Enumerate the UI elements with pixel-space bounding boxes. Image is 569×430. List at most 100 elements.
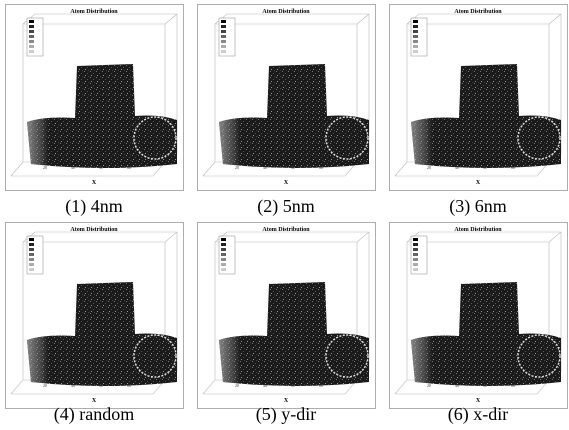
caption: (1) 4nm bbox=[65, 196, 123, 217]
x-tick-label: 80 bbox=[127, 165, 131, 170]
x-axis-label: X bbox=[476, 398, 481, 404]
atom-shade bbox=[411, 335, 461, 384]
legend-swatch bbox=[413, 268, 418, 271]
panel-title: Atom Distribution bbox=[262, 227, 310, 233]
x-tick-label: 40 bbox=[455, 383, 459, 388]
legend-swatch bbox=[221, 253, 226, 256]
highlight-circle bbox=[517, 334, 561, 378]
legend-swatch bbox=[29, 243, 34, 246]
x-tick-label: 20 bbox=[235, 165, 239, 170]
legend-swatch bbox=[413, 45, 418, 48]
panel-title: Atom Distribution bbox=[262, 9, 310, 15]
legend-swatch bbox=[29, 30, 34, 33]
panel: Atom Distribution 20 40 60 80 X bbox=[5, 4, 184, 191]
x-axis-label: X bbox=[284, 398, 289, 404]
x-tick-label: 60 bbox=[291, 383, 295, 388]
panel-title: Atom Distribution bbox=[454, 9, 502, 15]
atom-shade bbox=[219, 117, 269, 166]
highlight-circle bbox=[325, 334, 369, 378]
legend-swatch bbox=[413, 25, 418, 28]
x-tick-label: 40 bbox=[263, 165, 267, 170]
atom-shade bbox=[27, 335, 77, 384]
legend-swatch bbox=[29, 50, 34, 53]
x-tick-label: 80 bbox=[127, 383, 131, 388]
legend-swatch bbox=[413, 238, 418, 241]
legend-swatch bbox=[413, 30, 418, 33]
x-tick-label: 40 bbox=[71, 383, 75, 388]
x-tick-label: 20 bbox=[235, 383, 239, 388]
atom-shade bbox=[219, 335, 269, 384]
x-axis-label: X bbox=[284, 180, 289, 186]
x-tick-label: 40 bbox=[263, 383, 267, 388]
highlight-circle bbox=[133, 334, 177, 378]
x-tick-label: 20 bbox=[427, 383, 431, 388]
panel: Atom Distribution 20 40 60 80 X bbox=[5, 222, 184, 409]
caption: (6) x-dir bbox=[448, 404, 508, 425]
legend-swatch bbox=[413, 243, 418, 246]
legend-swatch bbox=[221, 248, 226, 251]
legend-swatch bbox=[29, 20, 34, 23]
caption: (4) random bbox=[54, 404, 134, 425]
legend-swatch bbox=[29, 25, 34, 28]
legend-swatch bbox=[413, 40, 418, 43]
x-tick-label: 60 bbox=[99, 165, 103, 170]
legend-swatch bbox=[29, 238, 34, 241]
legend-swatch bbox=[413, 248, 418, 251]
legend-swatch bbox=[413, 20, 418, 23]
legend-swatch bbox=[221, 45, 226, 48]
panel-title: Atom Distribution bbox=[70, 9, 118, 15]
x-tick-label: 40 bbox=[71, 165, 75, 170]
legend-swatch bbox=[221, 20, 226, 23]
legend-swatch bbox=[29, 253, 34, 256]
panel: Atom Distribution 20 40 60 80 X bbox=[197, 222, 376, 409]
caption: (3) 6nm bbox=[449, 196, 507, 217]
legend-swatch bbox=[413, 253, 418, 256]
x-tick-label: 80 bbox=[319, 165, 323, 170]
x-tick-label: 40 bbox=[455, 165, 459, 170]
x-tick-label: 80 bbox=[319, 383, 323, 388]
x-tick-label: 60 bbox=[291, 165, 295, 170]
legend-swatch bbox=[221, 243, 226, 246]
legend-swatch bbox=[221, 25, 226, 28]
legend-swatch bbox=[29, 40, 34, 43]
x-tick-label: 60 bbox=[483, 383, 487, 388]
x-tick-label: 20 bbox=[43, 165, 47, 170]
legend-swatch bbox=[221, 238, 226, 241]
x-axis-label: X bbox=[92, 180, 97, 186]
caption: (2) 5nm bbox=[257, 196, 315, 217]
x-tick-label: 60 bbox=[99, 383, 103, 388]
x-tick-label: 20 bbox=[43, 383, 47, 388]
legend-swatch bbox=[29, 263, 34, 266]
panel: Atom Distribution 20 40 60 80 X bbox=[197, 4, 376, 191]
x-tick-label: 20 bbox=[427, 165, 431, 170]
x-axis-label: X bbox=[92, 398, 97, 404]
atom-shade bbox=[27, 117, 77, 166]
caption: (5) y-dir bbox=[256, 404, 316, 425]
highlight-circle bbox=[517, 116, 561, 160]
legend-swatch bbox=[413, 263, 418, 266]
panel-title: Atom Distribution bbox=[70, 227, 118, 233]
legend-swatch bbox=[413, 35, 418, 38]
panel-title: Atom Distribution bbox=[454, 227, 502, 233]
x-tick-label: 60 bbox=[483, 165, 487, 170]
legend-swatch bbox=[29, 45, 34, 48]
x-axis-label: X bbox=[476, 180, 481, 186]
panel: Atom Distribution 20 40 60 80 X bbox=[389, 4, 568, 191]
legend-swatch bbox=[413, 258, 418, 261]
highlight-circle bbox=[133, 116, 177, 160]
x-tick-label: 80 bbox=[511, 165, 515, 170]
legend-swatch bbox=[29, 248, 34, 251]
legend-swatch bbox=[221, 40, 226, 43]
legend-swatch bbox=[221, 268, 226, 271]
atom-shade bbox=[411, 117, 461, 166]
legend-swatch bbox=[29, 35, 34, 38]
highlight-circle bbox=[325, 116, 369, 160]
x-tick-label: 80 bbox=[511, 383, 515, 388]
legend-swatch bbox=[29, 268, 34, 271]
legend-swatch bbox=[29, 258, 34, 261]
legend-swatch bbox=[221, 50, 226, 53]
legend-swatch bbox=[221, 30, 226, 33]
legend-swatch bbox=[221, 263, 226, 266]
legend-swatch bbox=[221, 35, 226, 38]
